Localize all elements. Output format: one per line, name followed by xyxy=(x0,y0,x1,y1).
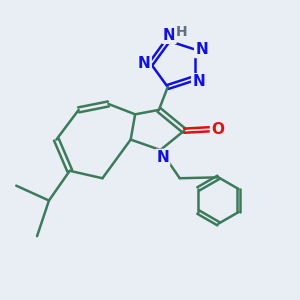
Text: O: O xyxy=(211,122,224,137)
Text: N: N xyxy=(192,74,205,89)
Text: N: N xyxy=(156,150,169,165)
Text: N: N xyxy=(195,42,208,57)
Text: N: N xyxy=(163,28,175,43)
Text: H: H xyxy=(175,25,187,39)
Text: N: N xyxy=(138,56,151,71)
